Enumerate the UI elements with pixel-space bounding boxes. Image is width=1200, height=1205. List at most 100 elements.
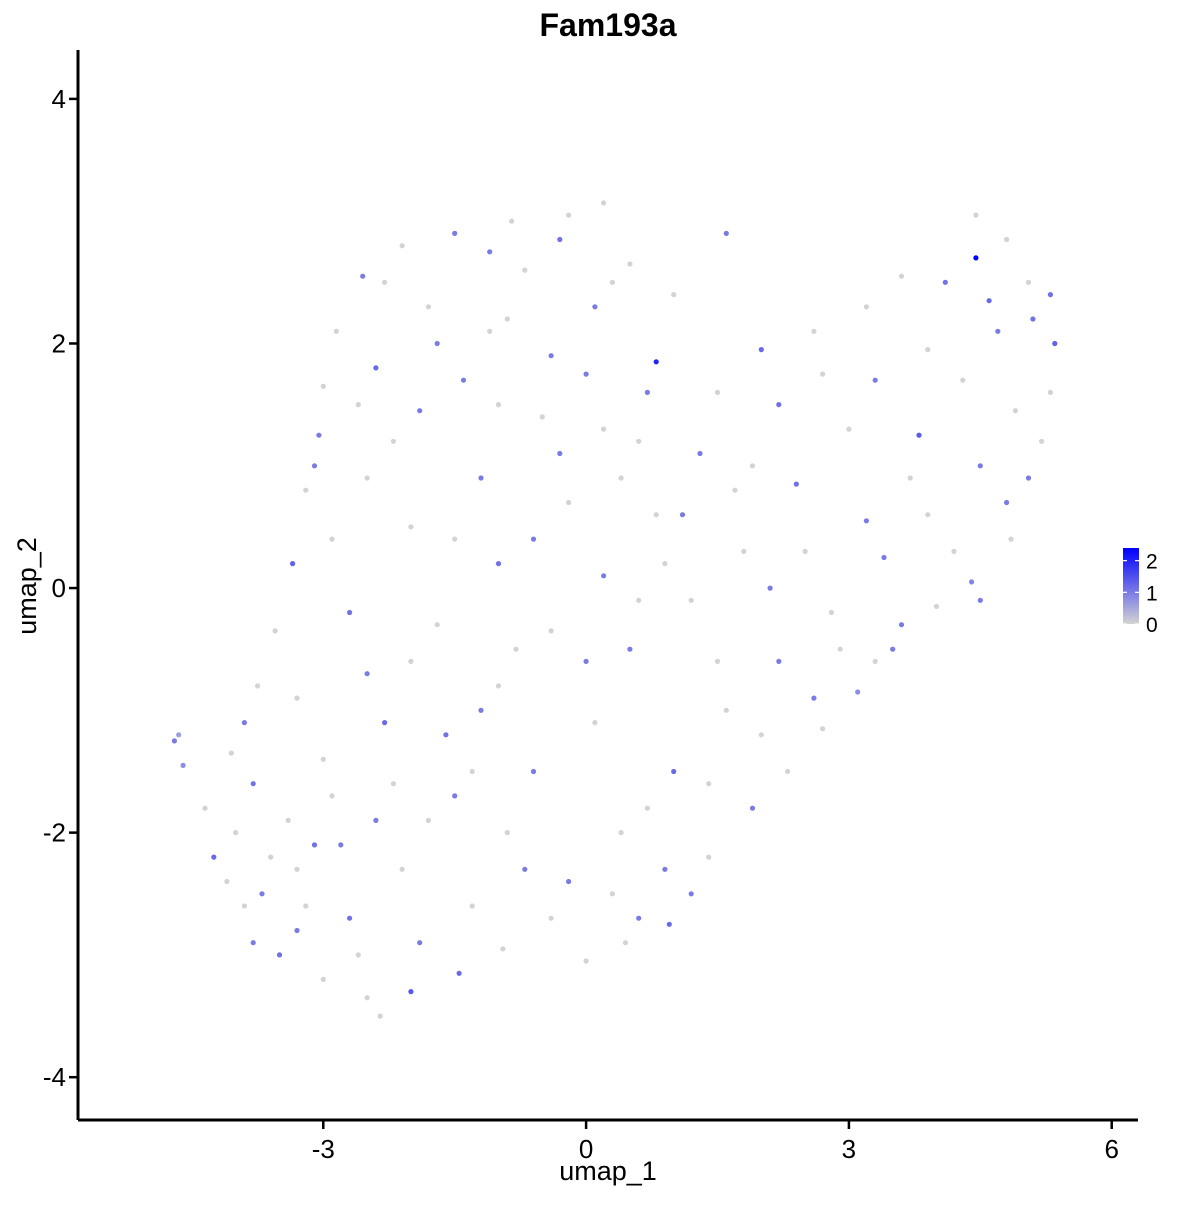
cell-point bbox=[811, 328, 817, 334]
cell-point bbox=[548, 353, 554, 359]
cell-point bbox=[933, 603, 940, 610]
cell-point bbox=[530, 768, 537, 775]
cell-point bbox=[802, 548, 808, 555]
cell-point bbox=[364, 475, 370, 481]
cell-point bbox=[250, 940, 256, 946]
cell-point bbox=[548, 628, 554, 634]
cell-point bbox=[504, 316, 510, 322]
cell-point bbox=[338, 842, 344, 848]
cell-point bbox=[706, 781, 712, 787]
cell-point bbox=[671, 292, 677, 298]
cell-point bbox=[443, 732, 449, 738]
cell-point bbox=[758, 347, 764, 353]
legend-tick-label: 2 bbox=[1146, 551, 1158, 574]
cell-point bbox=[557, 450, 563, 457]
points-layer bbox=[171, 200, 1058, 1019]
cell-point bbox=[688, 891, 694, 897]
cell-point bbox=[224, 878, 230, 885]
cell-point bbox=[241, 720, 247, 726]
color-legend: 0 1 2 bbox=[1123, 548, 1158, 637]
cell-point bbox=[776, 658, 782, 665]
cell-point bbox=[601, 200, 607, 206]
cell-point bbox=[925, 512, 931, 518]
chart-title: Fam193a bbox=[540, 7, 677, 43]
cell-point bbox=[583, 371, 589, 377]
cell-point bbox=[233, 830, 239, 836]
cell-point bbox=[622, 940, 629, 946]
x-axis-ticks: -3 0 3 6 bbox=[312, 1120, 1119, 1164]
cell-point bbox=[793, 481, 799, 487]
x-axis-title: umap_1 bbox=[559, 1156, 657, 1186]
cell-point bbox=[290, 561, 296, 567]
cell-point bbox=[285, 817, 291, 824]
cell-point bbox=[811, 695, 817, 701]
cell-point bbox=[364, 671, 370, 677]
cell-point bbox=[609, 279, 616, 285]
cell-point bbox=[176, 732, 182, 738]
cell-point bbox=[329, 536, 335, 542]
cell-point bbox=[171, 738, 177, 744]
cell-point bbox=[241, 903, 247, 909]
cell-point bbox=[425, 304, 431, 310]
cell-point bbox=[636, 438, 642, 444]
cell-point bbox=[1008, 536, 1014, 542]
cell-point bbox=[714, 389, 721, 395]
cell-point bbox=[907, 475, 913, 481]
cell-point bbox=[767, 585, 773, 591]
cell-point bbox=[662, 561, 668, 567]
cell-point bbox=[942, 279, 948, 285]
cell-point bbox=[303, 903, 309, 909]
cell-point bbox=[211, 854, 217, 860]
cell-point bbox=[881, 554, 887, 561]
cell-point bbox=[863, 304, 870, 310]
cell-point bbox=[417, 940, 423, 946]
cell-point bbox=[653, 512, 659, 518]
cell-point bbox=[973, 255, 979, 261]
cell-point bbox=[662, 866, 668, 872]
cell-point bbox=[960, 377, 966, 383]
cell-point bbox=[390, 781, 396, 787]
cell-point bbox=[452, 230, 458, 236]
y-tick-label: 0 bbox=[52, 573, 66, 603]
cell-point bbox=[408, 989, 414, 995]
cell-point bbox=[333, 328, 339, 334]
cell-point bbox=[925, 347, 931, 353]
cell-point bbox=[513, 646, 519, 652]
cell-point bbox=[364, 995, 370, 1001]
cell-point bbox=[469, 768, 475, 775]
cell-point bbox=[1025, 279, 1032, 285]
cell-point bbox=[820, 371, 826, 377]
x-tick-label: 0 bbox=[579, 1134, 593, 1164]
cell-point bbox=[1004, 499, 1010, 506]
cell-point bbox=[434, 622, 440, 628]
cell-point bbox=[583, 658, 589, 665]
cell-point bbox=[1025, 475, 1032, 481]
cell-point bbox=[723, 707, 729, 713]
cell-point bbox=[688, 597, 694, 603]
cell-point bbox=[636, 915, 642, 921]
cell-point bbox=[671, 768, 677, 775]
cell-point bbox=[566, 212, 572, 218]
cell-point bbox=[741, 548, 747, 555]
cell-point bbox=[916, 432, 922, 438]
cell-point bbox=[548, 915, 554, 921]
cell-point bbox=[706, 854, 712, 860]
cell-point bbox=[320, 756, 326, 762]
cell-point bbox=[872, 658, 878, 665]
cell-point bbox=[495, 561, 502, 567]
cell-point bbox=[504, 830, 510, 836]
cell-point bbox=[898, 273, 905, 279]
cell-point bbox=[566, 499, 572, 506]
y-tick-label: 4 bbox=[52, 84, 66, 114]
cell-point bbox=[951, 548, 957, 555]
cell-point bbox=[478, 475, 484, 481]
cell-point bbox=[1030, 316, 1036, 322]
cell-point bbox=[456, 970, 462, 976]
x-tick-label: 3 bbox=[842, 1134, 856, 1164]
cell-point bbox=[644, 805, 651, 811]
cell-point bbox=[1012, 408, 1019, 414]
cell-point bbox=[373, 365, 379, 371]
cell-point bbox=[618, 475, 624, 481]
